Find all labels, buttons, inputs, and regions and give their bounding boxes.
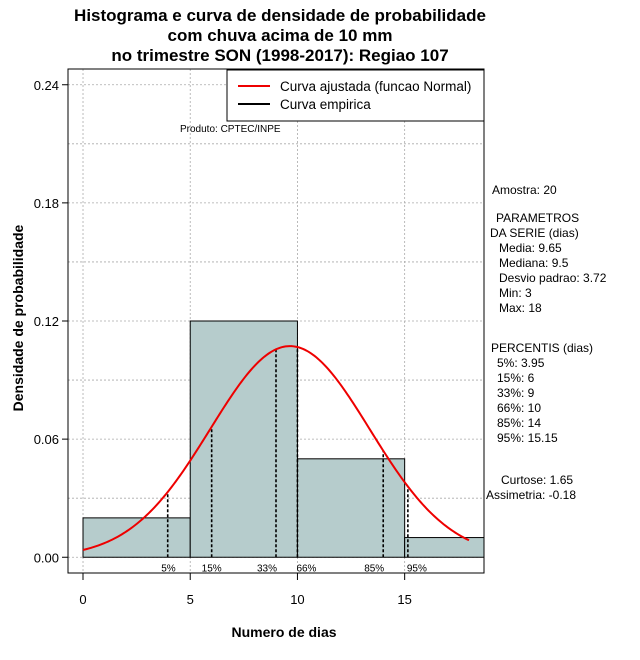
chart-title-line-2: com chuva acima de 10 mm: [167, 26, 393, 45]
stats-params-header-2: DA SERIE (dias): [490, 226, 579, 240]
percentile-label: 95%: [407, 563, 427, 574]
stats-min: Min: 3: [499, 286, 532, 300]
chart-title-line-1: Histograma e curva de densidade de proba…: [74, 6, 486, 25]
stats-p95: 95%: 15.15: [497, 431, 558, 445]
stats-p66: 66%: 10: [497, 401, 542, 415]
stats-params-header-1: PARAMETROS: [496, 211, 580, 225]
x-axis-label: Numero de dias: [231, 624, 337, 640]
stats-p15: 15%: 6: [497, 371, 535, 385]
stats-percentis-header: PERCENTIS (dias): [491, 341, 594, 355]
stats-p33: 33%: 9: [497, 386, 535, 400]
percentile-label: 5%: [161, 563, 176, 574]
y-axis-label: Densidade de probabilidade: [10, 224, 26, 412]
normal-fit-curve: [82, 345, 470, 551]
stats-p5: 5%: 3.95: [497, 356, 545, 370]
chart-title-line-3: no trimestre SON (1998-2017): Regiao 107: [111, 46, 449, 65]
stats-mediana: Mediana: 9.5: [499, 256, 569, 270]
histogram-bar: [296, 458, 406, 558]
percentile-label: 33%: [257, 563, 277, 574]
histogram-bar: [404, 537, 485, 558]
stats-assimetria: Assimetria: -0.18: [486, 488, 577, 502]
percentile-label: 15%: [202, 563, 222, 574]
percentile-label: 66%: [296, 563, 316, 574]
legend: Curva ajustada (funcao Normal) Curva emp…: [226, 69, 485, 122]
y-tick-label: 0.24: [34, 78, 59, 93]
histogram-bar: [189, 320, 298, 558]
legend-fit-label: Curva ajustada (funcao Normal): [280, 79, 471, 94]
percentile-markers-layer: 5% 15% 33% 66% 85% 95%: [161, 347, 427, 574]
stats-desvio: Desvio padrao: 3.72: [499, 271, 607, 285]
curves-layer: [82, 345, 470, 551]
percentile-label: 85%: [364, 563, 384, 574]
stats-p85: 85%: 14: [497, 416, 542, 430]
stats-media: Media: 9.65: [499, 241, 562, 255]
bars-layer: [82, 320, 485, 558]
y-tick-label: 0.06: [34, 432, 59, 447]
y-tick-label: 0.00: [34, 550, 59, 565]
stats-max: Max: 18: [499, 301, 542, 315]
legend-empirical-label: Curva empirica: [280, 97, 371, 112]
axes-layer: 0.00 0.06 0.12 0.18 0.24 0 5 10 15: [34, 78, 412, 607]
x-tick-label: 10: [290, 592, 304, 607]
y-tick-label: 0.12: [34, 314, 59, 329]
stats-curtose: Curtose: 1.65: [501, 473, 574, 487]
x-tick-label: 5: [187, 592, 194, 607]
legend-box: [226, 69, 485, 122]
product-note: Produto: CPTEC/INPE: [180, 124, 281, 135]
y-tick-label: 0.18: [34, 196, 59, 211]
stats-amostra: Amostra: 20: [492, 183, 557, 197]
x-tick-label: 15: [397, 592, 411, 607]
x-tick-label: 0: [79, 592, 86, 607]
